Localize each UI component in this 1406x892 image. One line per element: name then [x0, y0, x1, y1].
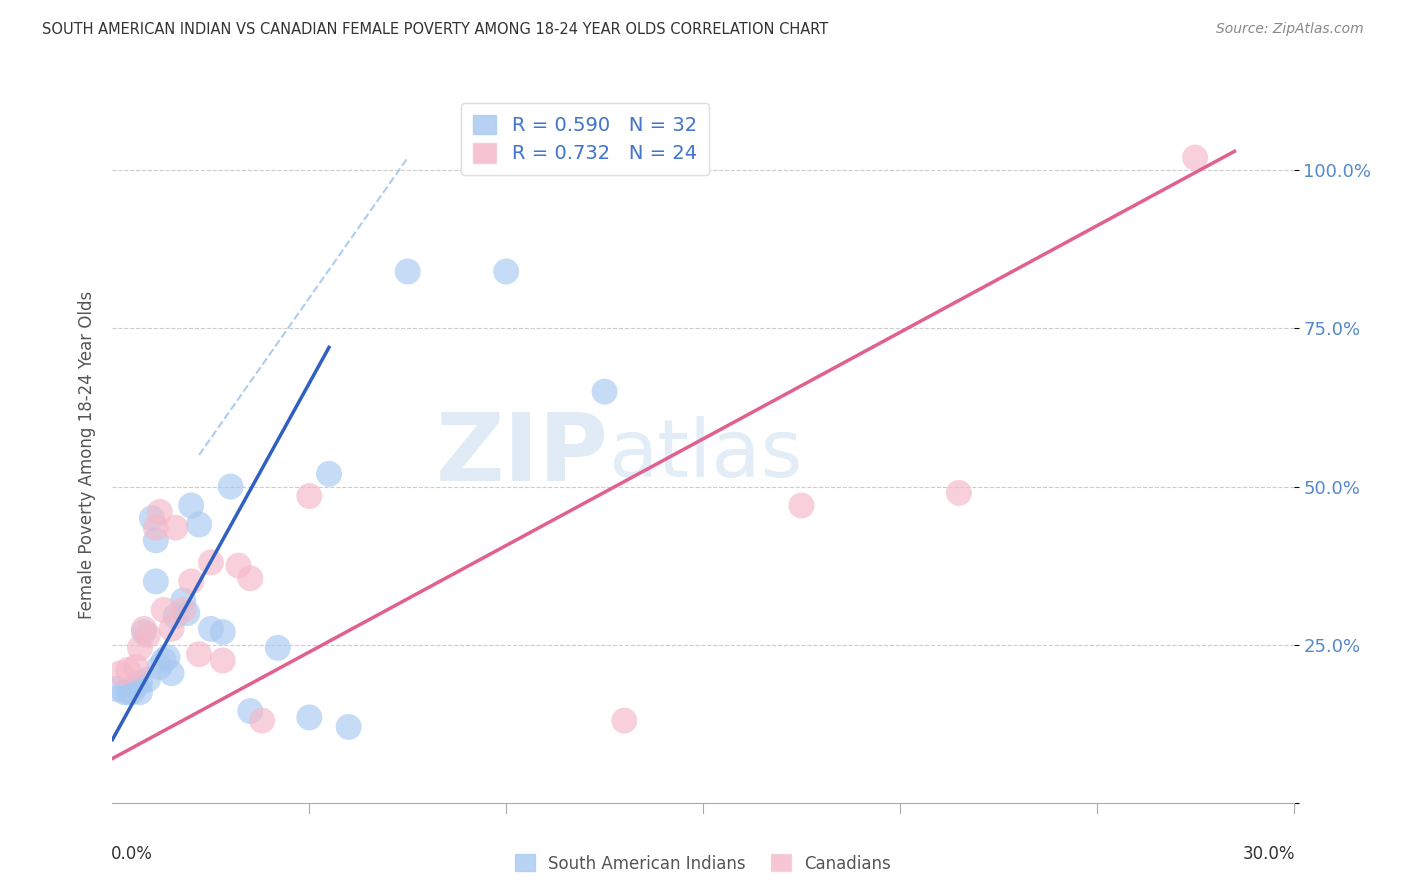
Point	[129, 640, 152, 655]
Point	[188, 647, 211, 661]
Point	[239, 704, 262, 718]
Point	[180, 499, 202, 513]
Point	[298, 710, 321, 724]
Point	[165, 609, 187, 624]
Point	[613, 714, 636, 728]
Point	[267, 640, 290, 655]
Point	[228, 558, 250, 573]
Point	[145, 521, 167, 535]
Legend: R = 0.590   N = 32, R = 0.732   N = 24: R = 0.590 N = 32, R = 0.732 N = 24	[461, 103, 709, 175]
Text: 0.0%: 0.0%	[111, 845, 153, 863]
Point	[495, 264, 517, 278]
Point	[172, 603, 194, 617]
Point	[117, 663, 139, 677]
Point	[318, 467, 340, 481]
Point	[110, 666, 132, 681]
Point	[152, 653, 174, 667]
Point	[593, 384, 616, 399]
Point	[160, 622, 183, 636]
Point	[180, 574, 202, 589]
Point	[1184, 151, 1206, 165]
Point	[396, 264, 419, 278]
Point	[176, 606, 198, 620]
Point	[211, 653, 233, 667]
Point	[156, 650, 179, 665]
Point	[200, 556, 222, 570]
Point	[125, 679, 148, 693]
Legend: South American Indians, Canadians: South American Indians, Canadians	[509, 847, 897, 880]
Point	[141, 511, 163, 525]
Point	[298, 489, 321, 503]
Text: 30.0%: 30.0%	[1243, 845, 1295, 863]
Point	[239, 571, 262, 585]
Text: Source: ZipAtlas.com: Source: ZipAtlas.com	[1216, 22, 1364, 37]
Text: atlas: atlas	[609, 416, 803, 494]
Point	[145, 533, 167, 548]
Point	[132, 625, 155, 640]
Text: SOUTH AMERICAN INDIAN VS CANADIAN FEMALE POVERTY AMONG 18-24 YEAR OLDS CORRELATI: SOUTH AMERICAN INDIAN VS CANADIAN FEMALE…	[42, 22, 828, 37]
Text: ZIP: ZIP	[436, 409, 609, 501]
Point	[152, 603, 174, 617]
Point	[121, 685, 143, 699]
Y-axis label: Female Poverty Among 18-24 Year Olds: Female Poverty Among 18-24 Year Olds	[77, 291, 96, 619]
Point	[145, 574, 167, 589]
Point	[125, 660, 148, 674]
Point	[165, 521, 187, 535]
Point	[149, 505, 172, 519]
Point	[117, 685, 139, 699]
Point	[250, 714, 273, 728]
Point	[219, 479, 242, 493]
Point	[132, 622, 155, 636]
Point	[211, 625, 233, 640]
Point	[172, 593, 194, 607]
Point	[790, 499, 813, 513]
Point	[105, 681, 128, 696]
Point	[129, 675, 152, 690]
Point	[188, 517, 211, 532]
Point	[136, 673, 159, 687]
Point	[337, 720, 360, 734]
Point	[112, 685, 135, 699]
Point	[129, 685, 152, 699]
Point	[160, 666, 183, 681]
Point	[149, 660, 172, 674]
Point	[136, 628, 159, 642]
Point	[948, 486, 970, 500]
Point	[200, 622, 222, 636]
